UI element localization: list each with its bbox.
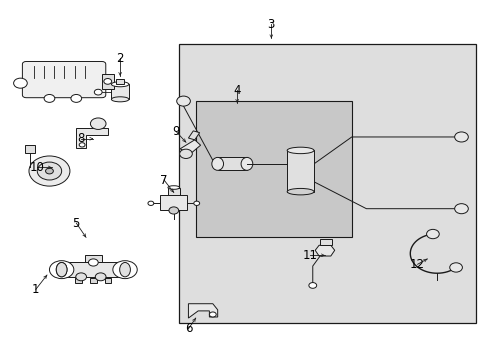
Text: 5: 5 [72,216,80,230]
Text: 1: 1 [32,283,40,296]
Bar [286,150,313,192]
Bar [178,44,475,323]
Circle shape [71,94,81,102]
Circle shape [103,78,111,84]
Bar [104,278,111,283]
Bar [102,74,114,89]
Circle shape [88,259,98,266]
Bar [320,239,331,245]
Ellipse shape [167,186,179,189]
Bar [195,101,351,237]
Bar [90,278,97,283]
Polygon shape [180,140,200,154]
Text: 12: 12 [409,258,424,271]
Ellipse shape [111,82,129,87]
Circle shape [14,78,27,88]
Polygon shape [188,304,217,318]
Ellipse shape [120,262,130,277]
Ellipse shape [56,262,67,277]
Circle shape [45,168,53,174]
Circle shape [148,201,154,206]
Circle shape [168,207,178,214]
Circle shape [209,312,216,317]
Polygon shape [76,128,108,148]
Bar [167,188,179,195]
Circle shape [90,118,106,130]
FancyBboxPatch shape [22,62,105,98]
Circle shape [76,273,86,281]
Circle shape [113,261,137,279]
Ellipse shape [241,157,252,170]
Text: 3: 3 [267,18,274,31]
Circle shape [308,283,316,288]
Text: 2: 2 [116,51,123,64]
Text: 6: 6 [184,322,192,335]
Bar [84,255,102,262]
Circle shape [454,132,468,142]
Bar [25,145,35,153]
Bar [116,79,124,84]
Text: 9: 9 [172,125,180,138]
Circle shape [29,156,70,186]
Polygon shape [315,245,334,256]
Bar [61,262,125,277]
Bar [111,84,129,99]
Bar [75,278,82,283]
Ellipse shape [286,188,313,195]
Text: 11: 11 [302,249,317,262]
Text: 8: 8 [77,132,84,145]
Circle shape [179,149,192,158]
Circle shape [49,261,74,279]
Circle shape [95,273,106,281]
Circle shape [44,94,55,102]
Ellipse shape [111,97,129,102]
Circle shape [37,162,61,180]
Circle shape [426,229,438,239]
Circle shape [176,96,190,106]
Ellipse shape [56,262,67,277]
Text: 7: 7 [160,174,167,186]
Ellipse shape [211,157,223,170]
Circle shape [454,204,468,214]
Bar [217,157,246,170]
Circle shape [449,263,462,272]
Circle shape [94,89,102,95]
Polygon shape [188,131,199,140]
Circle shape [193,201,199,206]
Text: 4: 4 [233,84,241,97]
Bar [160,195,186,211]
Ellipse shape [286,147,313,154]
Text: 10: 10 [30,161,44,174]
Circle shape [79,143,85,147]
